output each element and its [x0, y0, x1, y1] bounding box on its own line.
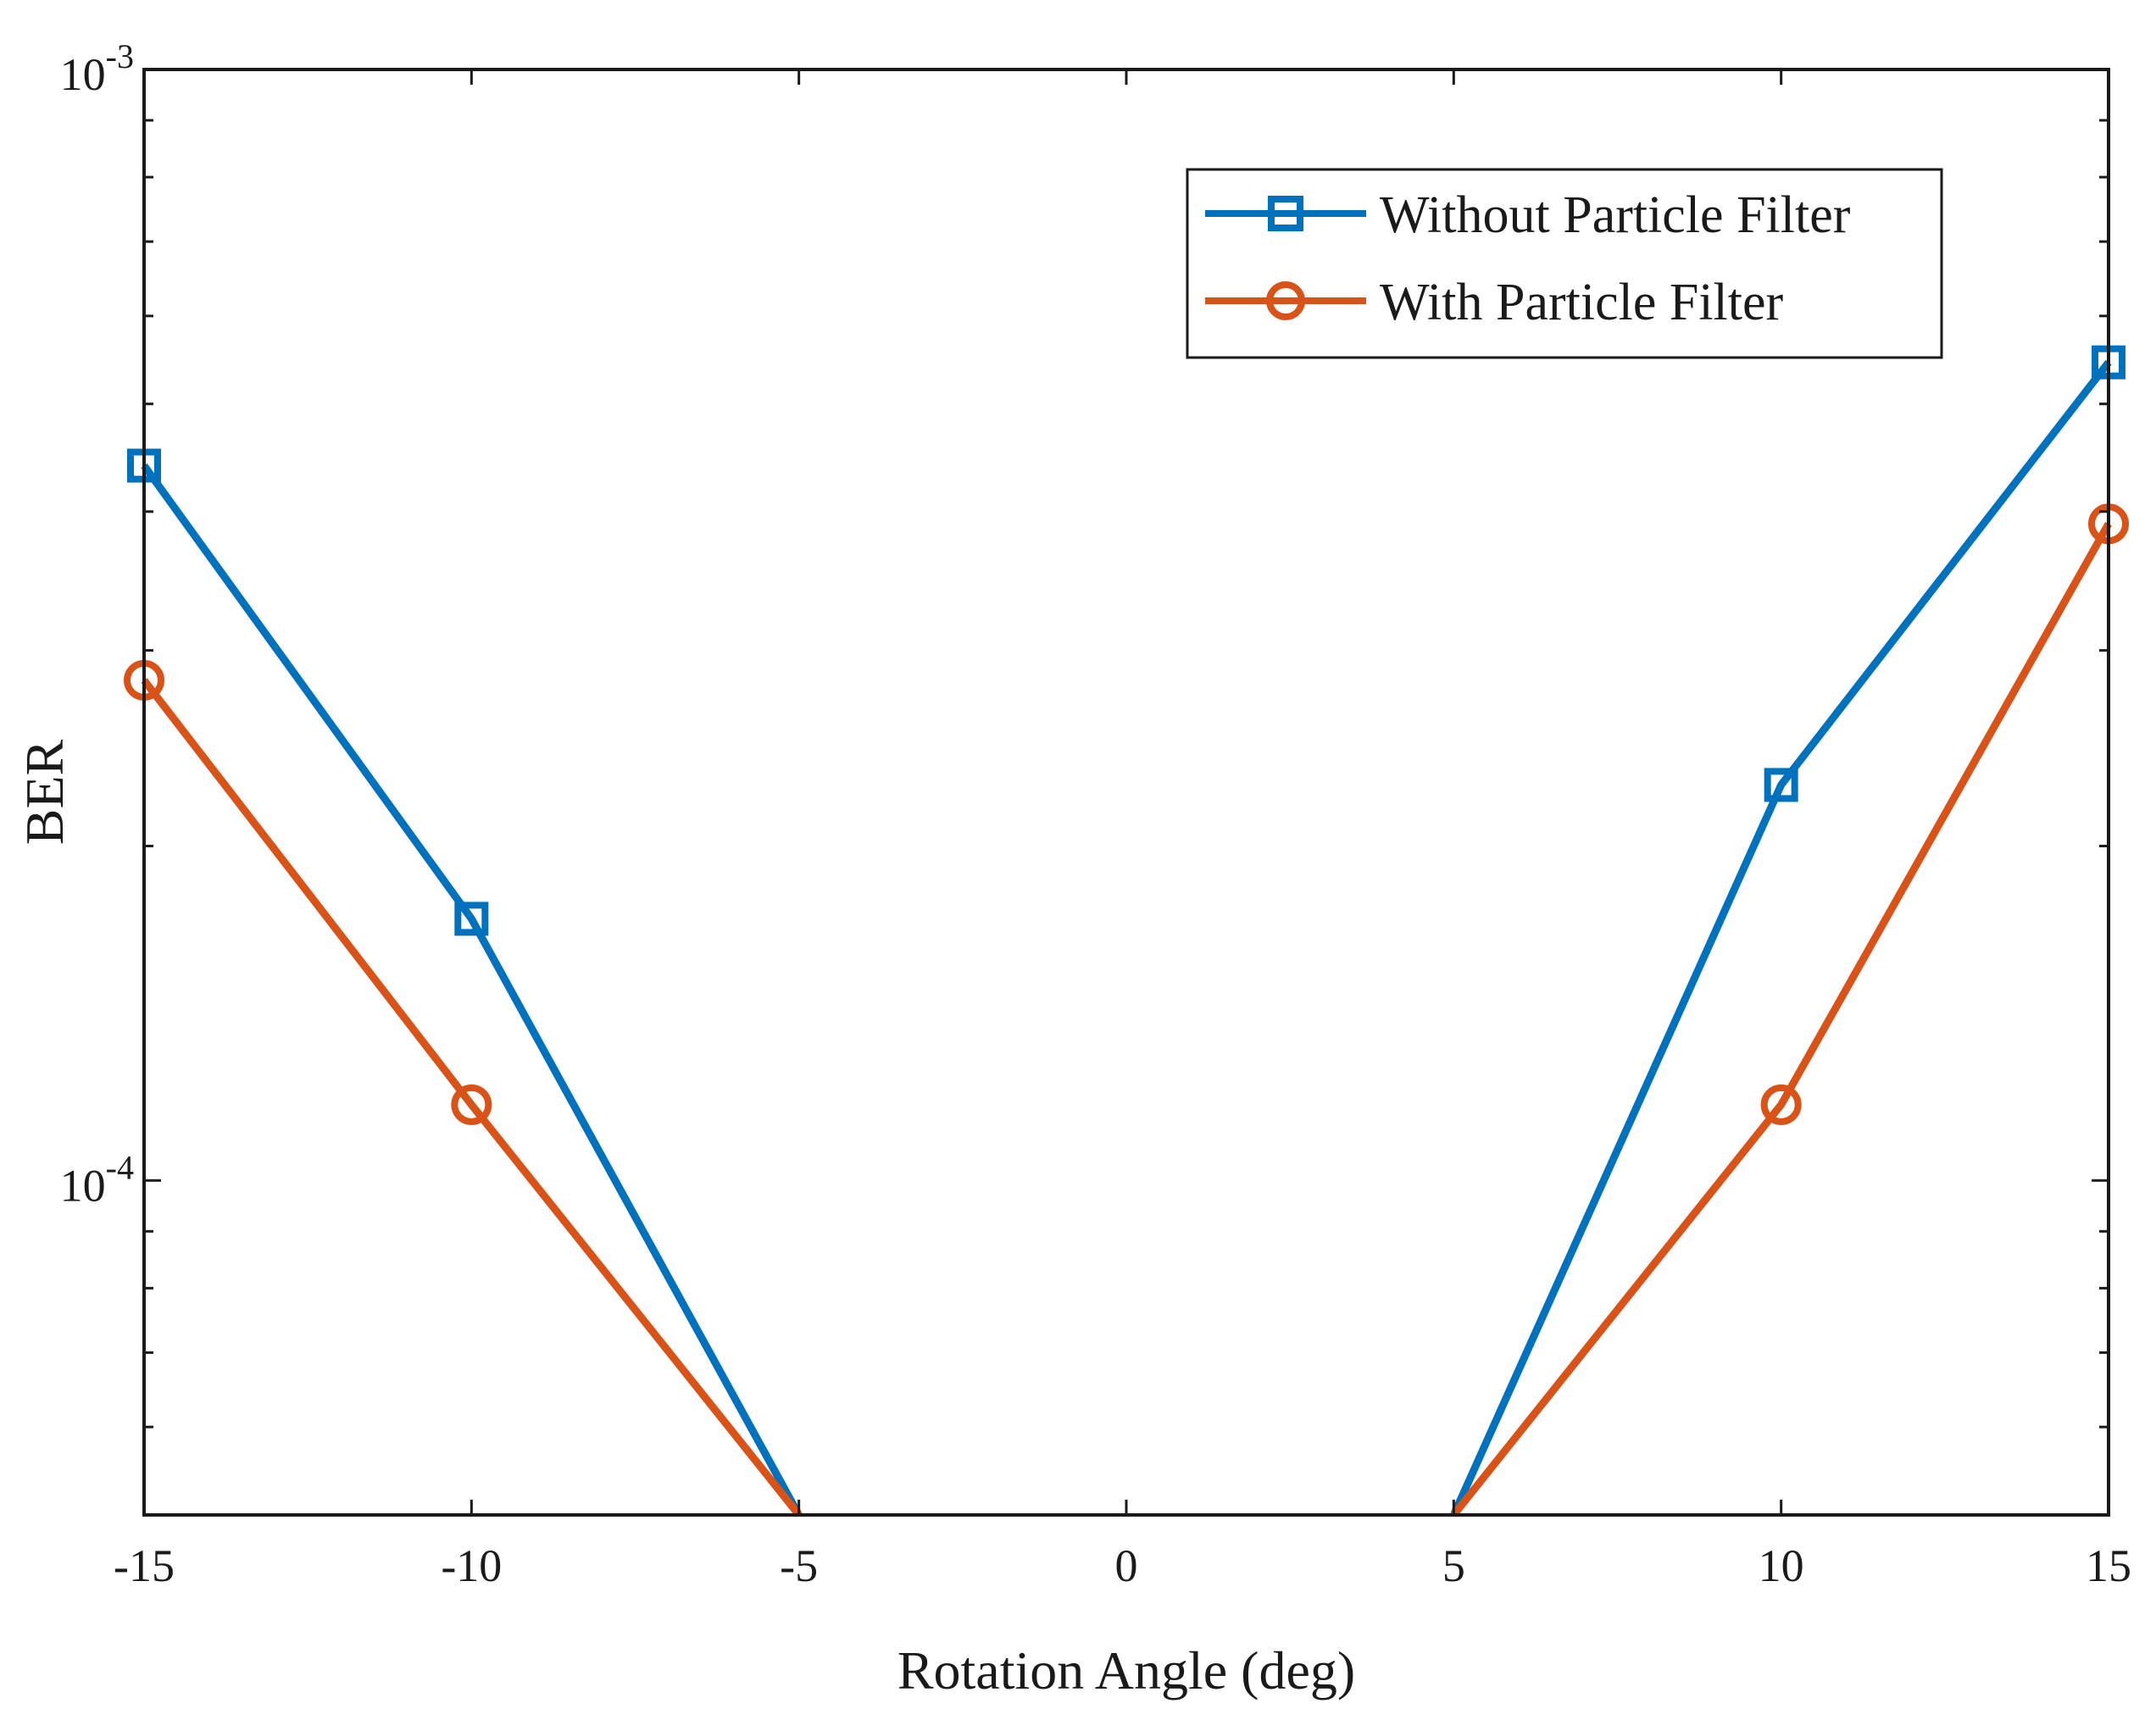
data-point-square: [1764, 768, 1798, 802]
data-point-circle: [1760, 1084, 1802, 1125]
x-tick-label: 0: [1115, 1540, 1138, 1591]
data-point-circle: [451, 1084, 492, 1125]
series-layer: [124, 345, 2129, 1517]
x-tick-label: -15: [114, 1540, 175, 1591]
series-line: [1450, 522, 2112, 1517]
x-tick-label: 10: [1759, 1540, 1804, 1591]
x-axis-label: Rotation Angle (deg): [897, 1640, 1355, 1700]
legend-marker-square: [1268, 196, 1303, 231]
data-point-square: [454, 902, 489, 936]
legend-label-without-filter: Without Particle Filter: [1380, 186, 1851, 244]
x-tick-label: -10: [441, 1540, 502, 1591]
series-line: [141, 463, 803, 1517]
x-tick-label: -5: [780, 1540, 818, 1591]
legend-marker-circle: [1266, 281, 1305, 320]
legend-box: [1186, 168, 1943, 359]
x-tick-label: 15: [2086, 1540, 2131, 1591]
series-line: [1450, 359, 2112, 1517]
x-tick-label: 5: [1442, 1540, 1465, 1591]
legend-label-with-filter: With Particle Filter: [1380, 274, 1784, 331]
legend: Without Particle Filter With Particle Fi…: [1186, 168, 1943, 359]
y-axis-label: BER: [14, 739, 75, 845]
series-line: [141, 678, 803, 1517]
y-tick-label: 10-4: [60, 1148, 134, 1211]
ticks-layer: -15 -10 -5 0 5 10 15 10-3 10-4: [60, 37, 2131, 1591]
y-tick-label: 10-3: [60, 37, 134, 100]
